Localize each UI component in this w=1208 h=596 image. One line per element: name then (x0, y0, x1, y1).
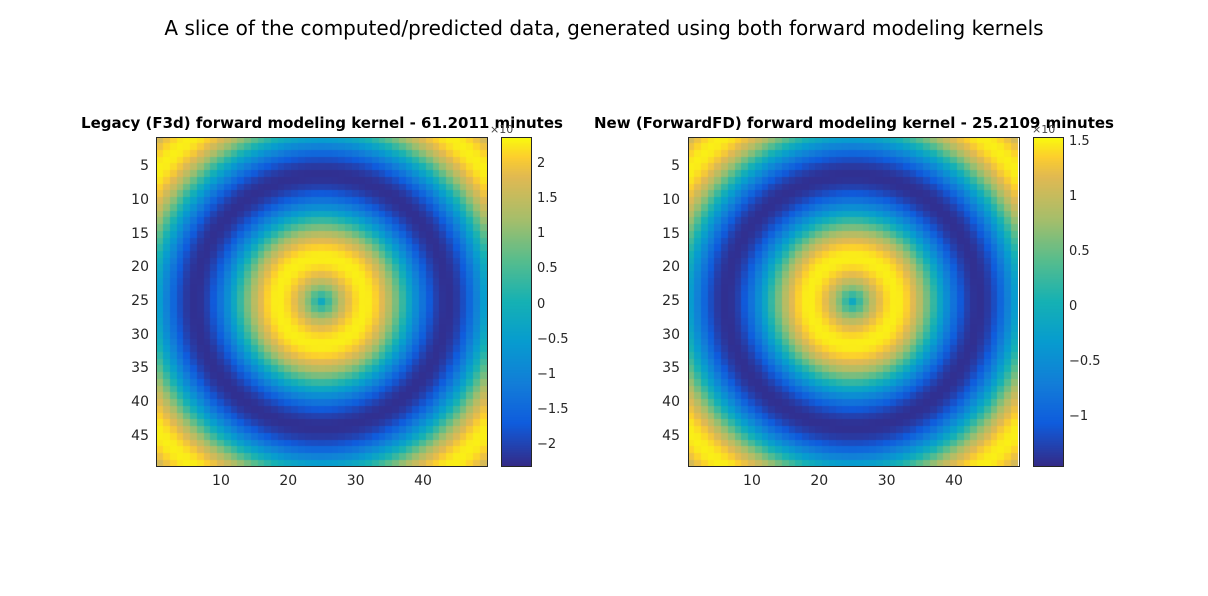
colorbar-tick-label: 0.5 (537, 261, 558, 277)
x-tick-label: 40 (414, 473, 432, 489)
colorbar-tick-label: 1.5 (537, 191, 558, 207)
y-tick-label: 30 (662, 326, 680, 343)
colorbar-tick-label: 0 (537, 296, 546, 312)
x-tick-label: 10 (212, 473, 230, 489)
y-tick-label: 5 (140, 158, 149, 175)
heatmap-panel-new: New (ForwardFD) forward modeling kernel … (594, 110, 1200, 510)
colorbar-tick-label: −2 (537, 436, 557, 452)
x-tick-label: 40 (945, 473, 963, 489)
colorbar (1033, 137, 1063, 467)
colorbar-tick-label: −1 (537, 366, 557, 382)
colorbar-tick-label: 2 (537, 156, 546, 172)
colorbar-tick-label: 0 (1069, 298, 1078, 314)
y-tick-label: 40 (662, 394, 680, 411)
colorbar-tick-label: 1 (537, 226, 546, 242)
colorbar-exponent: ×10 (1032, 123, 1056, 136)
colorbar (501, 137, 531, 467)
y-tick-label: 20 (662, 259, 680, 276)
x-tick-label: 10 (743, 473, 761, 489)
y-tick-label: 20 (131, 259, 149, 276)
colorbar-tick-label: 1.5 (1069, 133, 1090, 149)
y-tick-label: 35 (131, 360, 149, 377)
colorbar-tick-label: −0.5 (1069, 353, 1101, 369)
figure-title: A slice of the computed/predicted data, … (164, 16, 1044, 40)
heatmap-image (688, 137, 1018, 467)
y-tick-label: 10 (662, 191, 680, 208)
y-tick-label: 10 (131, 191, 149, 208)
x-tick-label: 30 (877, 473, 896, 489)
x-tick-label: 20 (279, 473, 298, 489)
y-tick-label: 45 (662, 427, 680, 444)
colorbar-tick-label: −1 (1069, 408, 1089, 424)
axes-title: New (ForwardFD) forward modeling kernel … (594, 114, 1114, 132)
colorbar-tick-label: 1 (1069, 188, 1078, 204)
y-tick-label: 15 (662, 225, 680, 242)
y-tick-label: 25 (662, 293, 680, 309)
colorbar-tick-label: −1.5 (537, 401, 569, 417)
x-tick-label: 30 (346, 473, 365, 489)
y-tick-label: 45 (131, 427, 149, 444)
x-tick-label: 20 (810, 473, 829, 489)
colorbar-exponent: ×10 (490, 123, 514, 136)
heatmap-panel-legacy: Legacy (F3d) forward modeling kernel - 6… (0, 110, 600, 510)
y-tick-label: 40 (131, 394, 149, 411)
y-tick-label: 30 (131, 326, 149, 343)
y-tick-label: 35 (662, 360, 680, 377)
y-tick-label: 15 (131, 225, 149, 242)
axes-title: Legacy (F3d) forward modeling kernel - 6… (81, 114, 563, 132)
heatmap-image (157, 137, 487, 467)
colorbar-tick-label: −0.5 (537, 331, 569, 347)
colorbar-tick-label: 0.5 (1069, 243, 1090, 259)
y-tick-label: 5 (671, 158, 680, 175)
y-tick-label: 25 (131, 293, 149, 309)
